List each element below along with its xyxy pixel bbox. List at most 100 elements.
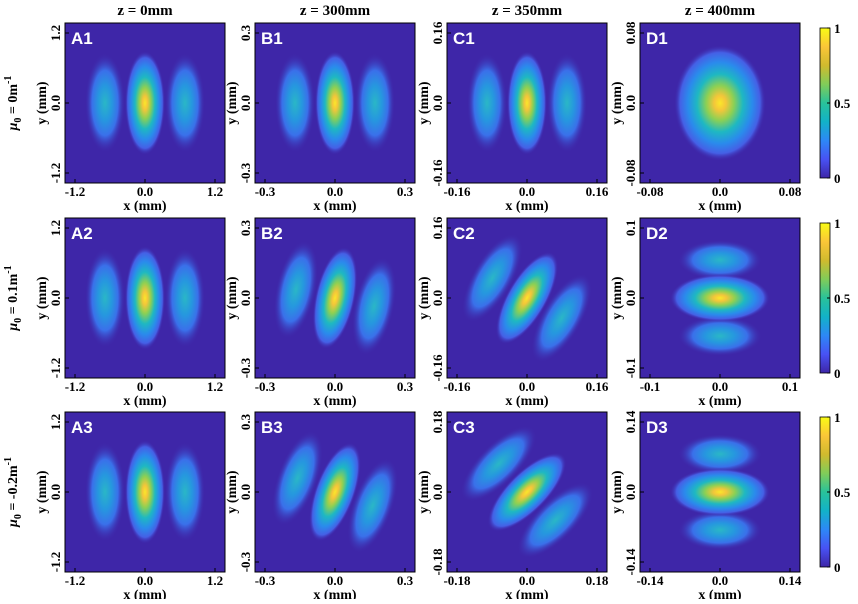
y-axis-label: y (mm): [610, 81, 625, 124]
colorbar-tick-label: 0.5: [834, 291, 851, 306]
side-lobe: [347, 458, 398, 554]
side-lobe: [85, 248, 125, 348]
central-lobe: [670, 274, 770, 322]
x-tick-label: 0.0: [519, 184, 535, 199]
side-lobe: [355, 53, 395, 153]
y-axis-label: y (mm): [35, 276, 50, 319]
y-tick-label: -0.16: [430, 159, 445, 187]
y-tick-label: 0.3: [238, 24, 253, 41]
column-title: z = 350mm: [492, 3, 563, 19]
y-tick-label: 0.0: [48, 484, 63, 500]
row-label-symbol: μ: [6, 323, 21, 332]
intensity-map: [460, 425, 594, 559]
x-tick-label: -0.3: [255, 573, 276, 588]
x-axis-label: x (mm): [698, 394, 741, 409]
x-axis-label: x (mm): [505, 199, 548, 214]
x-tick-label: 0.0: [712, 573, 728, 588]
y-tick-label: 0.18: [430, 410, 445, 433]
row-label-superscript: -1: [3, 457, 14, 465]
y-tick-label: 0.0: [430, 290, 445, 306]
panel-label: D3: [646, 418, 668, 437]
central-lobe: [125, 440, 165, 544]
x-axis-label: x (mm): [313, 588, 356, 599]
column-title: z = 0mm: [117, 3, 173, 19]
central-lobe: [674, 45, 766, 161]
y-tick-label: 0.0: [623, 95, 638, 111]
side-lobe: [467, 53, 507, 153]
x-tick-label: -0.18: [443, 573, 471, 588]
x-tick-label: 0.14: [779, 573, 802, 588]
y-tick-label: -0.16: [430, 354, 445, 382]
central-lobe: [315, 51, 355, 155]
side-lobe: [461, 233, 523, 323]
x-tick-label: -0.3: [255, 379, 276, 394]
side-lobe: [517, 482, 594, 559]
side-lobe: [273, 240, 319, 339]
y-axis-label: y (mm): [417, 276, 432, 319]
row-label-subscript: 0: [13, 118, 24, 123]
panel-d2: D2 -0.1 0.0 0.1 x (mm) 0.1 0.0 -0.1 y (mm): [610, 217, 801, 409]
x-tick-label: 0.1: [782, 379, 798, 394]
side-lobe: [351, 257, 397, 356]
x-tick-label: 0.0: [519, 573, 535, 588]
intensity-map: [275, 51, 395, 155]
x-tick-label: -1.2: [65, 379, 86, 394]
panel-a3: A3 -1.2 0.0 1.2 x (mm) 1.2 0.0 -1.2 y (mm): [35, 411, 226, 603]
panel-label: A1: [71, 29, 93, 48]
intensity-map: [273, 240, 397, 356]
column-title: z = 400mm: [685, 3, 756, 19]
x-axis-label: x (mm): [698, 588, 741, 599]
y-tick-label: 0.16: [430, 21, 445, 44]
x-tick-label: 0.0: [327, 184, 343, 199]
y-tick-label: -0.3: [238, 357, 253, 378]
side-lobe: [85, 53, 125, 153]
panel-label: B3: [261, 418, 283, 437]
x-tick-label: -0.16: [443, 184, 471, 199]
y-axis-label: y (mm): [225, 470, 240, 513]
y-tick-label: -1.2: [48, 163, 63, 184]
y-tick-label: 0.0: [623, 290, 638, 306]
row-label: μ0 = -0.2m-1: [3, 457, 24, 528]
colorbar-tick-label: 0: [834, 560, 841, 575]
colorbar-tick-label: 0.5: [834, 485, 851, 500]
row-label-superscript: -1: [3, 265, 14, 273]
x-tick-label: 0.0: [712, 379, 728, 394]
panel-b3: B3 -0.3 0.0 0.3 x (mm) 0.3 0.0 -0.3 y (mm): [225, 411, 416, 603]
x-tick-label: 0.0: [137, 184, 153, 199]
central-lobe: [670, 468, 770, 516]
y-tick-label: 0.0: [430, 484, 445, 500]
side-lobe: [531, 273, 593, 363]
panel-label: B2: [261, 224, 283, 243]
x-tick-label: 0.16: [586, 184, 609, 199]
x-axis-label: x (mm): [123, 394, 166, 409]
y-tick-label: 0.16: [430, 216, 445, 239]
x-tick-label: 0.3: [397, 184, 414, 199]
row-label-value: = 0.1m: [6, 273, 21, 317]
panel-c2: C2 -0.16 0.0 0.16 x (mm) 0.16 0.0 -0.16 y (mm): [417, 216, 609, 409]
panel-label: B1: [261, 29, 283, 48]
column-title: z = 300mm: [300, 3, 371, 19]
row-label-value: = 0m: [6, 84, 21, 118]
central-lobe: [312, 246, 358, 350]
y-tick-label: -0.08: [623, 159, 638, 187]
y-axis-label: y (mm): [225, 81, 240, 124]
colorbar: 00.51: [819, 21, 851, 186]
row-label-symbol: μ: [6, 122, 21, 131]
y-tick-label: 1.2: [48, 25, 63, 41]
row-label-value: = -0.2m: [6, 465, 21, 514]
y-tick-label: 0.3: [238, 219, 253, 236]
y-tick-label: 0.0: [238, 484, 253, 500]
panel-d3: D3 -0.14 0.0 0.14 x (mm) 0.14 0.0 -0.14 y (mm): [610, 410, 802, 603]
x-tick-label: 0.08: [779, 184, 802, 199]
x-tick-label: -0.08: [636, 184, 664, 199]
y-tick-label: -0.1: [623, 358, 638, 379]
panel-d1: D1 -0.08 0.0 0.08 x (mm) 0.08 0.0 -0.08 y (mm): [610, 21, 802, 214]
panel-label: A3: [71, 418, 93, 437]
x-tick-label: 0.0: [519, 379, 535, 394]
side-lobe: [272, 430, 323, 526]
panel-c3: C3 -0.18 0.0 0.18 x (mm) 0.18 0.0 -0.18 y (mm): [417, 410, 609, 603]
x-tick-label: -1.2: [65, 573, 86, 588]
central-lobe: [125, 246, 165, 350]
